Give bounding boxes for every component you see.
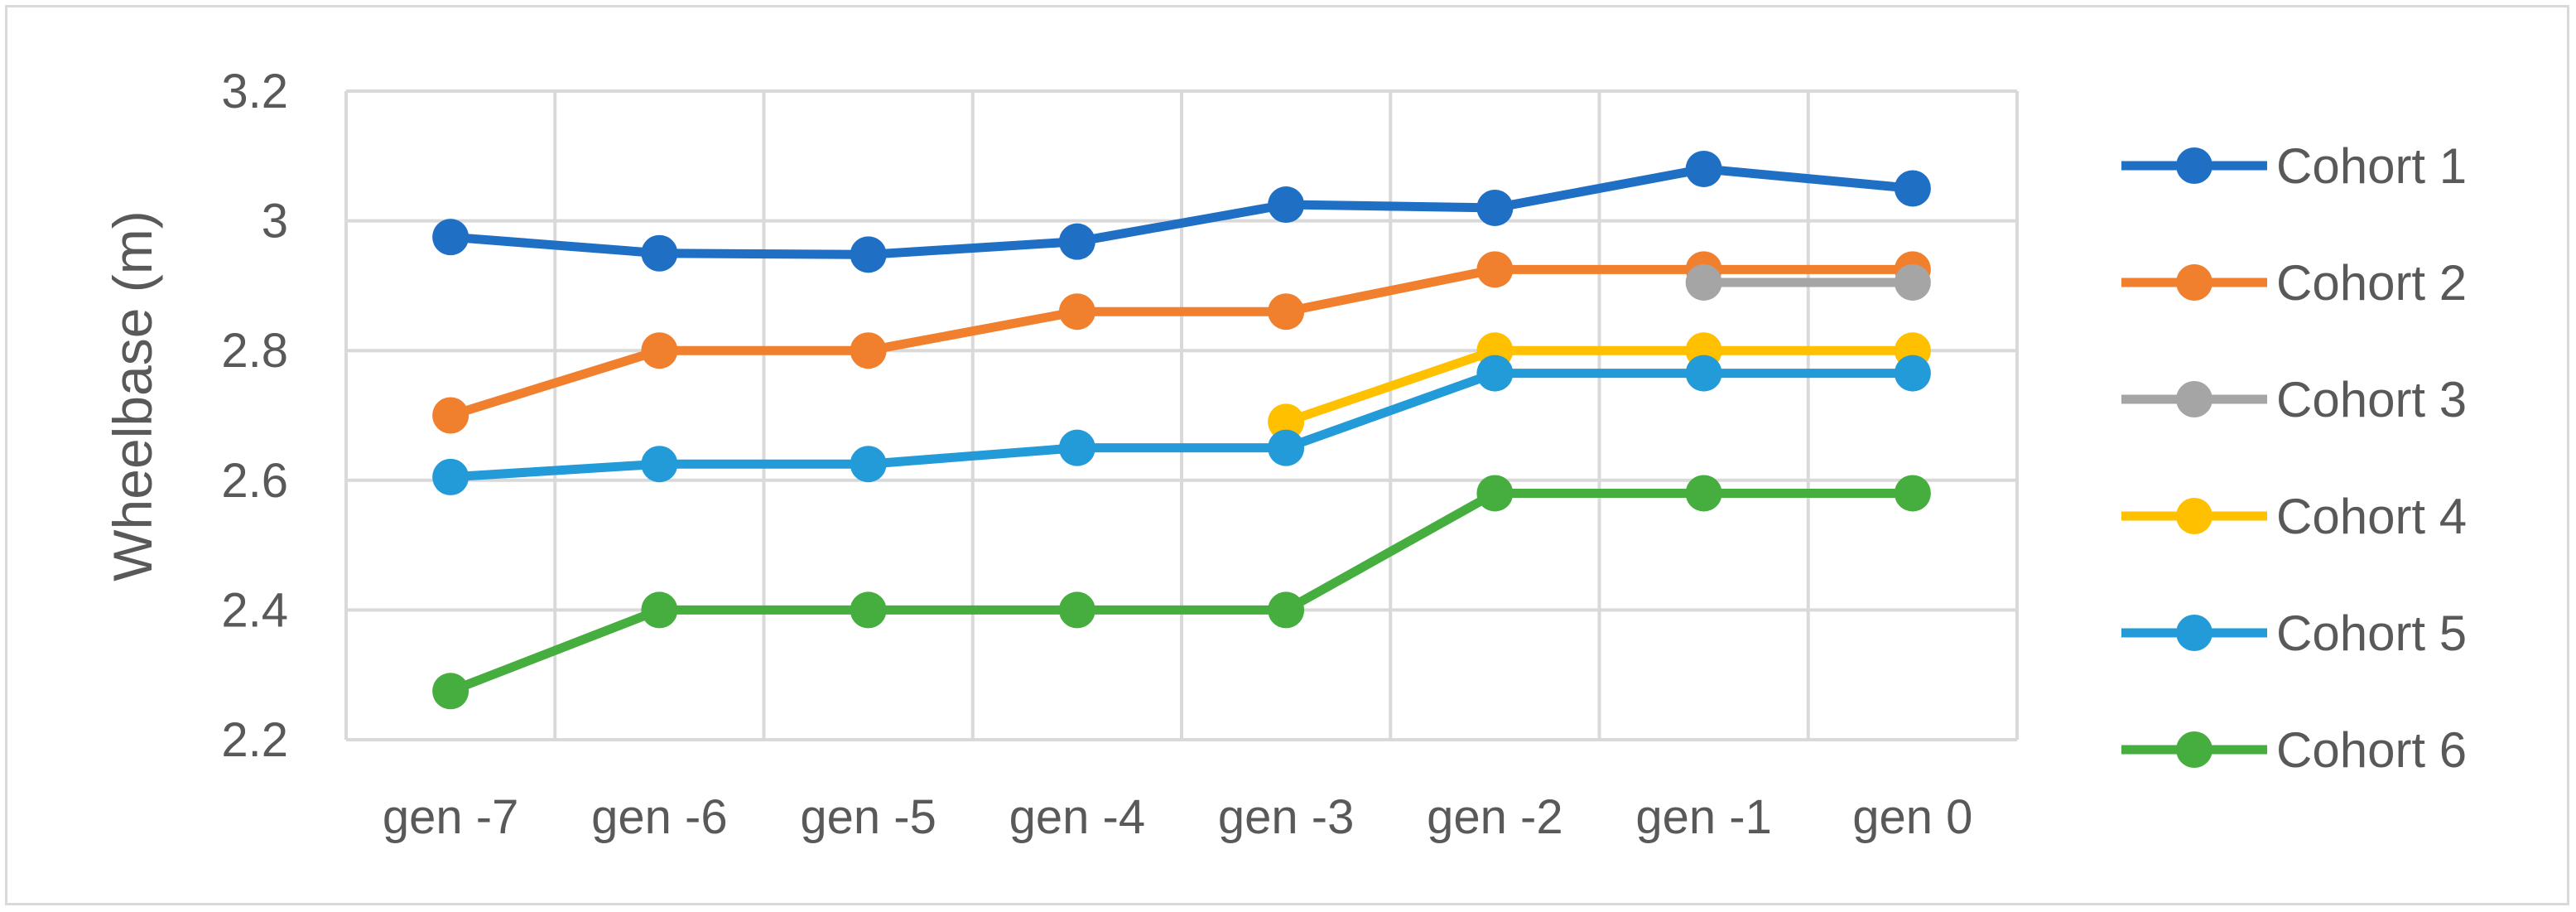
- y-axis-title: Wheelbase (m): [102, 210, 163, 581]
- data-point: [432, 458, 469, 495]
- data-point: [1685, 355, 1722, 392]
- data-point: [641, 234, 678, 272]
- data-point: [432, 219, 469, 256]
- legend-swatch-marker: [2176, 264, 2212, 301]
- y-tick-label: 2.6: [221, 454, 288, 508]
- data-point: [850, 591, 887, 629]
- data-point: [1268, 591, 1305, 629]
- legend-item: Cohort 2: [2121, 255, 2467, 311]
- x-tick-label: gen 0: [1852, 790, 1972, 844]
- x-tick-label: gen -5: [800, 790, 936, 844]
- series-line: [450, 369, 1913, 482]
- data-point: [1058, 591, 1095, 629]
- x-tick-label: gen -3: [1218, 790, 1354, 844]
- data-point: [1476, 475, 1514, 512]
- legend-label: Cohort 5: [2276, 606, 2467, 661]
- x-tick-label: gen -1: [1635, 790, 1771, 844]
- legend-label: Cohort 6: [2276, 722, 2467, 778]
- legend-item: Cohort 3: [2121, 372, 2467, 427]
- data-point: [850, 236, 887, 273]
- legend-swatch-marker: [2176, 731, 2212, 768]
- y-tick-label: 2.2: [221, 713, 288, 767]
- legend-swatch-marker: [2176, 147, 2212, 184]
- y-tick-label: 3: [262, 195, 288, 249]
- data-point: [1058, 429, 1095, 466]
- legend-item: Cohort 6: [2121, 722, 2467, 778]
- tick-layer: 2.2 2.4 2.6 2.8 3 3.2 gen -7 gen -6 gen -5 gen -4…: [221, 65, 1972, 844]
- data-point: [432, 673, 469, 710]
- data-point: [1268, 429, 1305, 466]
- data-point: [1894, 263, 1931, 301]
- data-point: [1476, 189, 1514, 226]
- legend-item: Cohort 5: [2121, 606, 2467, 661]
- data-point: [641, 332, 678, 369]
- data-point: [850, 446, 887, 483]
- data-point: [1476, 355, 1514, 392]
- data-point: [1476, 251, 1514, 288]
- series-cohort-2: [432, 251, 1931, 434]
- legend-label: Cohort 2: [2276, 255, 2467, 311]
- y-tick-label: 2.4: [221, 583, 288, 637]
- data-point: [850, 332, 887, 369]
- series-cohort-1: [432, 150, 1931, 273]
- legend-label: Cohort 4: [2276, 489, 2467, 544]
- data-point: [1685, 263, 1722, 301]
- legend-swatch-marker: [2176, 381, 2212, 417]
- data-point: [432, 397, 469, 434]
- data-point: [1894, 475, 1931, 512]
- series-line: [450, 164, 1914, 259]
- legend-label: Cohort 1: [2276, 138, 2467, 194]
- legend-item: Cohort 4: [2121, 489, 2467, 544]
- series-cohort-5: [432, 355, 1931, 495]
- x-tick-label: gen -7: [383, 790, 518, 844]
- series-line: [449, 264, 1913, 420]
- y-tick-label: 2.8: [221, 324, 288, 378]
- series-line: [1284, 345, 1913, 427]
- legend-label: Cohort 3: [2276, 372, 2467, 427]
- data-point: [641, 446, 678, 483]
- series-line: [449, 488, 1913, 696]
- data-point: [1894, 170, 1931, 207]
- data-point: [641, 591, 678, 629]
- data-point: [1685, 475, 1722, 512]
- series-layer: [432, 150, 1931, 710]
- data-point: [1268, 403, 1305, 441]
- series-cohort-3: [1685, 263, 1931, 301]
- x-tick-label: gen -2: [1427, 790, 1562, 844]
- x-tick-label: gen -6: [591, 790, 727, 844]
- data-point: [1268, 293, 1305, 331]
- x-tick-label: gen -4: [1009, 790, 1145, 844]
- y-tick-label: 3.2: [221, 65, 288, 118]
- legend-swatch-marker: [2176, 498, 2212, 534]
- data-point: [1058, 293, 1095, 331]
- data-point: [1268, 186, 1305, 224]
- data-point: [1685, 150, 1722, 187]
- legend: Cohort 1 Cohort 2 Cohort 3 Cohort 4 Cohort 5…: [2121, 138, 2467, 778]
- series-cohort-6: [432, 475, 1931, 710]
- grid-layer: [344, 89, 2019, 741]
- legend-swatch-marker: [2176, 615, 2212, 651]
- data-point: [1894, 355, 1931, 392]
- data-point: [1058, 223, 1095, 260]
- legend-item: Cohort 1: [2121, 138, 2467, 194]
